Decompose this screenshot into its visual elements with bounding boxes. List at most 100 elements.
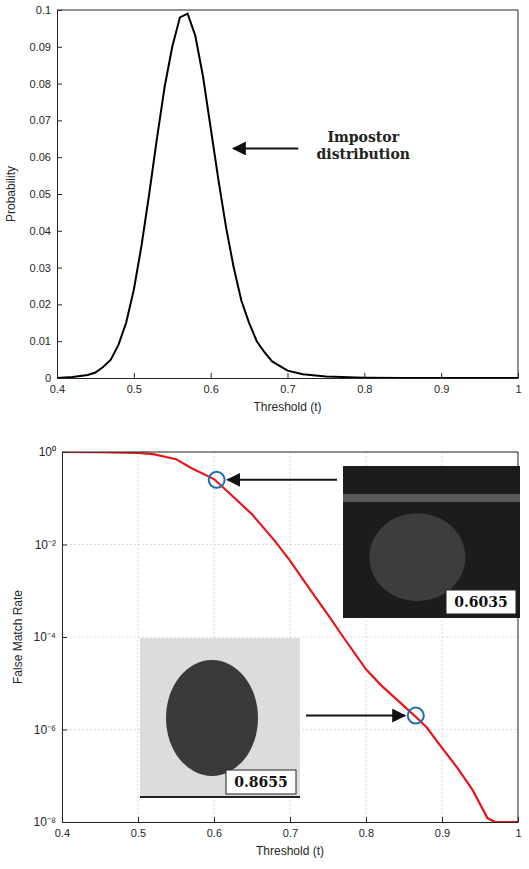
tick-mark [62,822,67,823]
panel: 0.40.50.60.70.80.9100.010.020.030.040.05… [4,4,522,414]
tick: 10⁻⁴ [33,630,67,644]
tick-label: 1 [515,827,521,839]
tick: 0.04 [30,225,62,237]
tick: 0.9 [434,373,449,395]
y-axis: 00.010.020.030.040.050.060.070.080.090.1 [30,4,62,384]
tick: 0.7 [283,817,298,839]
tick-label: 0.6 [207,827,222,839]
tick-label: 10⁻⁴ [33,630,56,644]
tick: 0.08 [30,78,62,90]
tick: 0.06 [30,151,62,163]
inset-background [140,638,300,798]
tick-label: 0.7 [283,827,298,839]
tick-mark [57,378,62,379]
tick-mark [288,373,289,378]
tick: 0.03 [30,262,62,274]
tick-label: 10⁰ [39,445,56,459]
tick: 10⁻⁸ [34,815,67,829]
tick-mark [62,730,67,731]
tick-label: 0.4 [55,827,70,839]
tick-label: 0.09 [30,41,51,53]
tick: 0.01 [30,335,62,347]
tick: 0.6 [204,373,219,395]
y-axis: 10⁰ 10⁻² 10⁻⁴ 10⁻⁶ 10⁻⁸ [33,445,67,829]
tick-mark [57,157,62,158]
tick-label: 0.5 [131,827,146,839]
grid-line-y [62,452,518,453]
frame-right [518,10,519,378]
annotation-arrow [306,715,405,717]
tick-mark [441,373,442,378]
tick-mark [57,47,62,48]
tick-label: 0.9 [435,827,450,839]
inset-background [343,466,520,618]
frame-top [57,10,518,11]
tick-mark [62,545,67,546]
tick-label: 0.06 [30,151,51,163]
fingerprint [369,513,465,601]
x-axis: 0.40.50.60.70.80.91 [50,373,522,395]
tick-label: 10⁻⁸ [34,815,56,829]
tick-mark [364,373,365,378]
tick: 0.7 [280,373,295,395]
tick-label: 0.08 [30,78,51,90]
annotation-arrow [228,479,337,481]
tick-mark [57,84,62,85]
x-axis: 0.4 0.5 0.6 0.7 0.8 0.9 1 [55,817,522,839]
tick-label: 0.5 [127,383,142,395]
tick-label: 0.07 [30,114,51,126]
plot-area [57,10,518,378]
fingerprint [166,660,258,776]
tick-mark [57,231,62,232]
tick-label: 1 [515,383,521,395]
annotation-marker [209,472,225,488]
tick-mark [57,341,62,342]
annotation-marker [408,708,424,724]
tick-mark [62,637,67,638]
tick-label: 0.9 [434,383,449,395]
annotation: Impostordistribution [317,129,410,162]
axis-line [58,378,519,379]
tick: 10⁻⁶ [34,723,67,737]
tick: 0.8 [357,373,372,395]
tick-mark [57,268,62,269]
tick: 0.5 [131,817,146,839]
tick-mark [211,373,212,378]
figure: 0.40.50.60.70.80.9100.010.020.030.040.05… [0,0,529,869]
panel: 0.4 0.5 0.6 0.7 0.8 0.9 1 10⁰ 10⁻² 10⁻⁴ 10⁻⁶ 10⁻⁸ Th… [11,445,522,858]
tick: 0.05 [30,188,62,200]
tick: 0.9 [435,817,450,839]
tick-label: 0.05 [30,188,51,200]
tick-label: 0.1 [36,4,51,16]
tick-mark [366,817,367,822]
tick-label: 0.8 [357,383,372,395]
tick-label: 10⁻⁶ [34,723,56,737]
inset-band [343,494,520,502]
annotation-arrow [233,147,298,149]
axis-line [63,822,519,823]
y-axis-title: False Match Rate [11,590,25,684]
grid-line-y [62,637,518,638]
tick: 0.5 [127,373,142,395]
tick: 0.07 [30,114,62,126]
inset-image: 0.6035 [343,466,520,618]
tick-mark [138,817,139,822]
inset-image: 0.8655 [140,638,300,798]
tick-label: 0.04 [30,225,51,237]
tick-mark [57,304,62,305]
frame-top [62,452,518,453]
tick-label: 0.8 [359,827,374,839]
tick: 0 [45,372,62,384]
tick-mark [442,817,443,822]
tick: 10⁻² [35,538,67,552]
tick-label: 0 [45,372,51,384]
tick-label: 0.6 [204,383,219,395]
x-axis-title: Threshold (t) [256,844,324,858]
tick-label: 0.01 [30,335,51,347]
tick-mark [214,817,215,822]
tick-label: 10⁻² [35,538,56,552]
data-line [57,14,518,378]
y-axis-title: Probability [4,166,18,222]
label-box [226,770,296,794]
tick-mark [57,120,62,121]
